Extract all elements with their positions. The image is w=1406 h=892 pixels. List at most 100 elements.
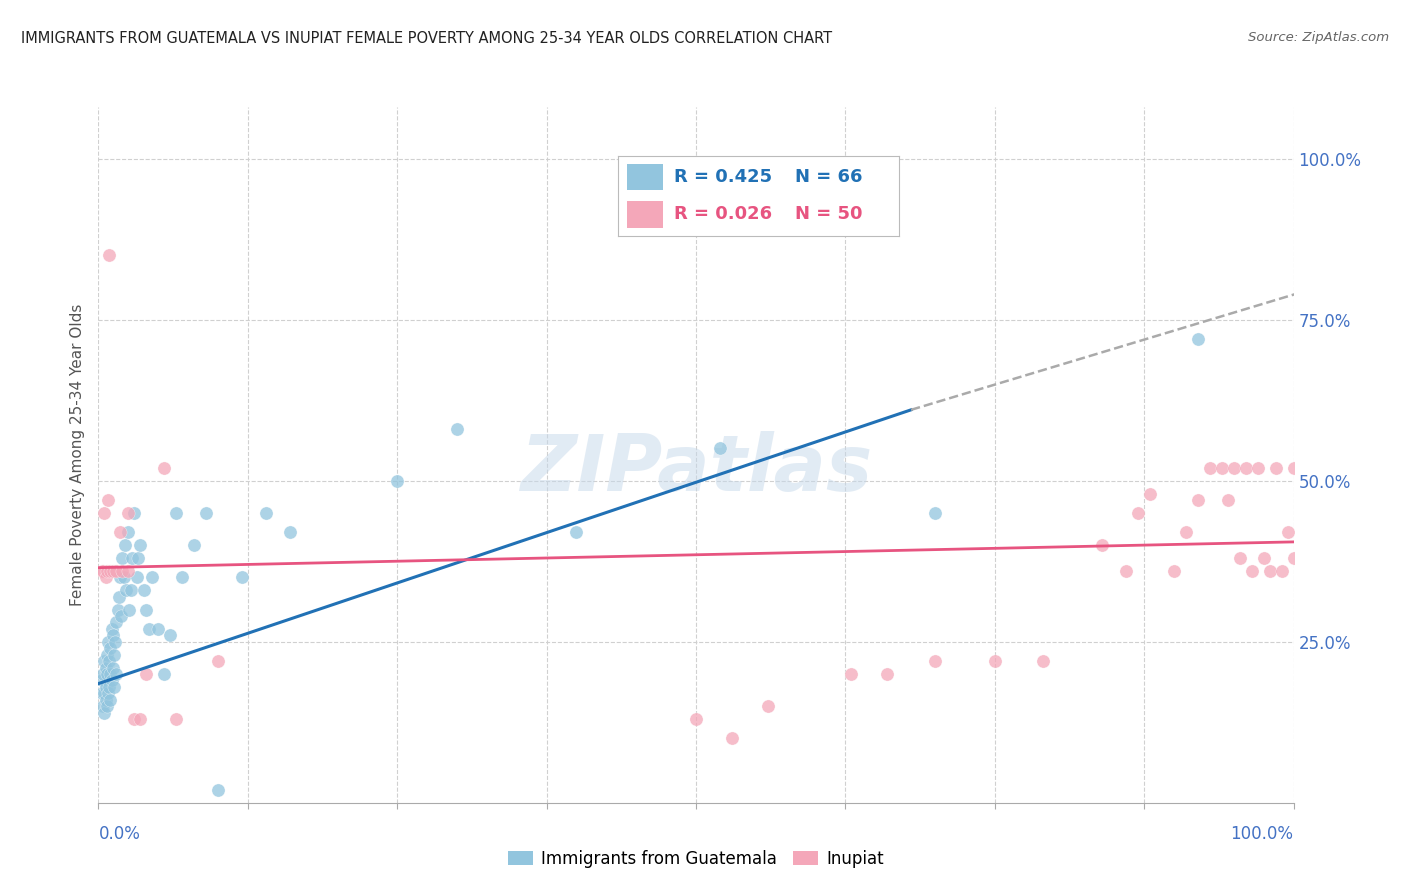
Point	[97, 686, 120, 700]
Point	[93, 686, 115, 700]
Point	[112, 570, 135, 584]
Point	[278, 525, 301, 540]
Point	[96, 667, 118, 681]
Point	[91, 673, 114, 688]
Point	[98, 680, 121, 694]
Text: R = 0.026: R = 0.026	[675, 205, 772, 223]
Point	[153, 460, 176, 475]
Point	[1115, 564, 1137, 578]
Point	[100, 673, 122, 688]
Point	[129, 712, 152, 726]
Point	[96, 564, 118, 578]
Text: Source: ZipAtlas.com: Source: ZipAtlas.com	[1249, 31, 1389, 45]
Point	[104, 634, 127, 648]
Point	[117, 525, 139, 540]
Point	[93, 706, 115, 720]
Point	[165, 712, 187, 726]
Point	[115, 583, 138, 598]
Point	[98, 248, 121, 262]
Point	[91, 686, 114, 700]
Point	[721, 731, 744, 746]
Point	[1229, 551, 1251, 566]
Y-axis label: Female Poverty Among 25-34 Year Olds: Female Poverty Among 25-34 Year Olds	[69, 304, 84, 606]
Point	[446, 422, 468, 436]
Point	[983, 654, 1005, 668]
Point	[1128, 506, 1150, 520]
Point	[105, 615, 128, 630]
Point	[231, 570, 253, 584]
Text: N = 66: N = 66	[796, 168, 863, 186]
Point	[1187, 493, 1209, 508]
Text: ZIPatlas: ZIPatlas	[520, 431, 872, 507]
Point	[103, 680, 125, 694]
Point	[132, 583, 155, 598]
Point	[96, 699, 118, 714]
Point	[127, 551, 149, 566]
Point	[107, 590, 129, 604]
Point	[96, 648, 118, 662]
Point	[94, 660, 117, 674]
Point	[138, 622, 160, 636]
Point	[129, 538, 152, 552]
Point	[98, 564, 122, 578]
Point	[924, 506, 946, 520]
Point	[1271, 564, 1294, 578]
Point	[103, 648, 125, 662]
Point	[110, 609, 132, 624]
Point	[876, 667, 898, 681]
Point	[91, 699, 114, 714]
Point	[1282, 460, 1305, 475]
Point	[135, 602, 157, 616]
Point	[1216, 493, 1239, 508]
Point	[111, 551, 134, 566]
Point	[118, 602, 141, 616]
Point	[91, 564, 114, 578]
Point	[98, 667, 122, 681]
Point	[385, 474, 409, 488]
Point	[124, 712, 146, 726]
Point	[1163, 564, 1185, 578]
Point	[98, 641, 122, 656]
Point	[124, 506, 146, 520]
Point	[97, 493, 120, 508]
Point	[183, 538, 205, 552]
Point	[709, 442, 731, 456]
Point	[94, 692, 117, 706]
Point	[108, 570, 131, 584]
Point	[839, 667, 862, 681]
FancyBboxPatch shape	[627, 202, 664, 227]
Point	[108, 525, 131, 540]
Point	[101, 660, 124, 674]
Point	[1091, 538, 1114, 552]
Point	[91, 564, 114, 578]
Point	[114, 538, 136, 552]
Point	[105, 564, 128, 578]
Point	[153, 667, 176, 681]
Point	[1234, 460, 1257, 475]
Point	[1032, 654, 1054, 668]
Point	[117, 506, 139, 520]
Point	[159, 628, 181, 642]
Point	[1139, 486, 1161, 500]
Point	[1246, 460, 1268, 475]
Point	[924, 654, 946, 668]
Point	[98, 692, 122, 706]
Point	[117, 564, 139, 578]
Point	[94, 680, 117, 694]
Point	[100, 622, 122, 636]
Point	[91, 667, 114, 681]
Text: R = 0.425: R = 0.425	[675, 168, 772, 186]
Text: N = 50: N = 50	[796, 205, 863, 223]
Point	[111, 564, 134, 578]
Legend: Immigrants from Guatemala, Inupiat: Immigrants from Guatemala, Inupiat	[501, 843, 891, 874]
Point	[125, 570, 148, 584]
Point	[756, 699, 779, 714]
Point	[1258, 564, 1281, 578]
Point	[107, 602, 129, 616]
Point	[172, 570, 194, 584]
Point	[94, 570, 117, 584]
Point	[1222, 460, 1246, 475]
Point	[207, 654, 229, 668]
Point	[98, 654, 121, 668]
Text: IMMIGRANTS FROM GUATEMALA VS INUPIAT FEMALE POVERTY AMONG 25-34 YEAR OLDS CORREL: IMMIGRANTS FROM GUATEMALA VS INUPIAT FEM…	[21, 31, 832, 46]
